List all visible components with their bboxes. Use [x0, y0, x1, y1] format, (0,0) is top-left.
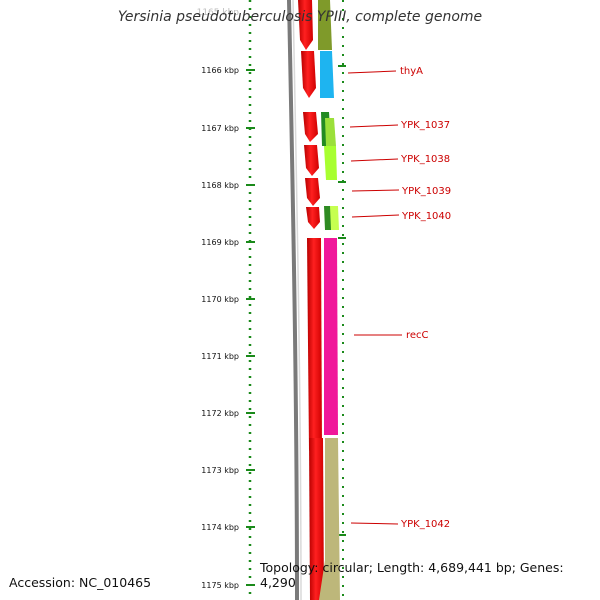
red-gene-1 [298, 0, 313, 50]
tick-label-1170: 1170 kbp [201, 295, 239, 304]
tick-1166: 1166 kbp [201, 66, 255, 75]
tick-1168: 1168 kbp [201, 181, 255, 190]
tick-label-1175: 1175 kbp [201, 581, 239, 590]
gene-YPK_1040-b [330, 206, 339, 230]
gene-YPK_1038 [324, 146, 337, 180]
red-gene-7 [307, 238, 322, 460]
tick-1170: 1170 kbp [201, 295, 255, 304]
forward-strand-genes [298, 0, 324, 600]
label-YPK_1037: YPK_1037 [400, 120, 450, 131]
label-thyA: thyA [400, 66, 423, 77]
red-gene-2 [301, 51, 316, 98]
gene-YPK_1040 [324, 206, 332, 230]
label-recC: recC [406, 330, 429, 341]
tick-label-1169: 1169 kbp [201, 238, 239, 247]
red-gene-4 [304, 145, 319, 176]
leader-YPK_1040 [351, 214, 400, 218]
leader-YPK_1038 [350, 158, 399, 162]
tick-1172: 1172 kbp [201, 409, 255, 418]
gene-YPK_1042 [319, 438, 340, 600]
gene-recC [324, 238, 338, 435]
red-gene-5 [305, 178, 320, 206]
tick-label-1173: 1173 kbp [201, 466, 239, 475]
gene-labels: thyA YPK_1037 YPK_1038 YPK_1039 YPK_1040… [347, 66, 451, 530]
gene-YPK_1037-b [325, 118, 336, 146]
genome-backbone [287, 0, 299, 600]
tick-1175: 1175 kbp [201, 581, 255, 590]
topology-label: Topology: circular; Length: 4,689,441 bp… [260, 560, 564, 590]
gene-top-unlabeled [318, 0, 332, 50]
tick-label-1171: 1171 kbp [201, 352, 239, 361]
genome-backbone-inner [292, 0, 302, 600]
tick-1167: 1167 kbp [201, 124, 255, 133]
leader-YPK_1042 [350, 522, 399, 525]
tick-1174: 1174 kbp [201, 523, 255, 532]
tick-label-1172: 1172 kbp [201, 409, 239, 418]
label-YPK_1040: YPK_1040 [401, 211, 451, 222]
tick-label-1166: 1166 kbp [201, 66, 239, 75]
reverse-strand-genes [318, 0, 340, 600]
tick-1173: 1173 kbp [201, 466, 255, 475]
tick-1171: 1171 kbp [201, 352, 255, 361]
ruler-top-label: 1165 kbp [197, 8, 240, 18]
label-YPK_1038: YPK_1038 [400, 154, 450, 165]
map-title: Yersinia pseudotuberculosis YPIII, compl… [117, 9, 483, 25]
red-gene-8 [309, 438, 324, 600]
label-YPK_1042: YPK_1042 [400, 519, 450, 530]
leader-YPK_1039 [351, 189, 400, 192]
gene-thyA [320, 51, 334, 98]
tick-label-1174: 1174 kbp [201, 523, 239, 532]
label-YPK_1039: YPK_1039 [401, 186, 451, 197]
tick-label-1168: 1168 kbp [201, 181, 239, 190]
ruler: 1165 kbp 1166 kbp 1167 kbp 1168 kbp 1169… [197, 0, 346, 600]
tick-label-1167: 1167 kbp [201, 124, 239, 133]
accession-label: Accession: NC_010465 [9, 575, 152, 590]
red-gene-3 [303, 112, 318, 142]
red-gene-6 [306, 207, 320, 229]
leader-thyA [347, 70, 397, 74]
leader-YPK_1037 [349, 124, 399, 128]
tick-1169: 1169 kbp [201, 238, 255, 247]
